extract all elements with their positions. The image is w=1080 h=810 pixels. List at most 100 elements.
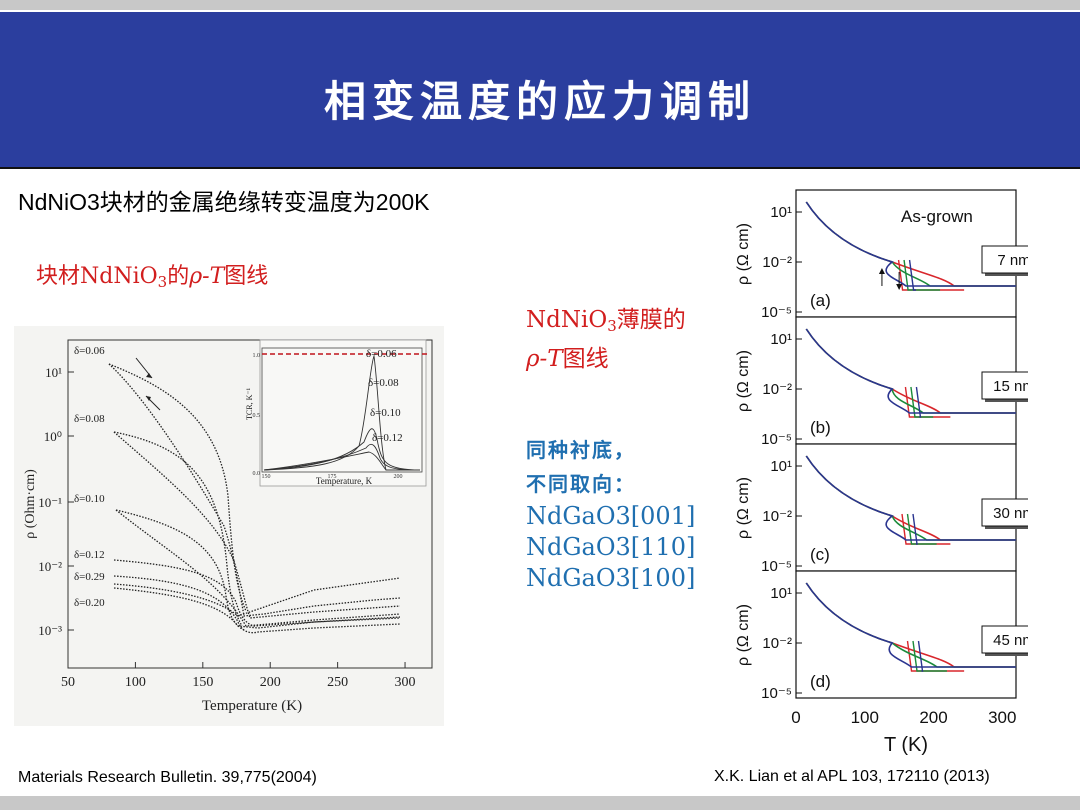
bulk-ytick-label: 10¹ bbox=[45, 365, 62, 380]
inset-ylabel: TCR, K⁻¹ bbox=[245, 387, 254, 420]
top-gray-strip bbox=[0, 0, 1080, 10]
film-rho-t-branch bbox=[906, 513, 937, 545]
bulk-rho-t-curve bbox=[113, 587, 401, 629]
film-ytick-label: 10⁻⁵ bbox=[761, 558, 792, 575]
bulk-series-label: δ=0.12 bbox=[74, 549, 105, 561]
film-ytick-label: 10⁻⁵ bbox=[761, 431, 792, 448]
film-panel-note: As-grown bbox=[901, 207, 973, 226]
bulk-xtick-label: 100 bbox=[125, 675, 146, 690]
inset-xlabel: Temperature, K bbox=[316, 476, 373, 486]
bulk-ytick-label: 10⁰ bbox=[44, 429, 62, 444]
bulk-xlabel: Temperature (K) bbox=[202, 698, 302, 714]
substrate-item-110: NdGaO3[110] bbox=[526, 533, 696, 561]
bulk-ytick-label: 10⁻³ bbox=[38, 623, 62, 638]
substrate-line1: 同种衬底， bbox=[526, 438, 636, 462]
film-ytick-label: 10⁻² bbox=[762, 254, 792, 271]
bulk-ytick-label: 10⁻² bbox=[38, 559, 62, 574]
thickness-label: 7 nm bbox=[997, 252, 1028, 269]
film-ylabel: ρ (Ω cm) bbox=[735, 223, 752, 285]
film-panel-tag: (a) bbox=[810, 291, 831, 310]
film-rho-t-curve bbox=[805, 582, 1016, 668]
film-xtick-label: 200 bbox=[919, 708, 947, 727]
substrate-line2: 不同取向： bbox=[526, 472, 636, 496]
thickness-label: 15 nm bbox=[993, 378, 1028, 395]
film-rho-t-curve bbox=[805, 201, 1016, 287]
film-rho-t-branch bbox=[904, 386, 951, 418]
bulk-label-rho-t: ρ-T bbox=[189, 264, 225, 289]
bottom-gray-strip bbox=[0, 796, 1080, 810]
bulk-rho-t-curve bbox=[113, 559, 401, 627]
film-rho-t-curve bbox=[805, 328, 1016, 414]
bulk-rho-t-curve bbox=[108, 363, 401, 617]
film-ytick-label: 10⁻² bbox=[762, 635, 792, 652]
substrate-note: 同种衬底， 不同取向： NdGaO3[001] NdGaO3[110] NdGa… bbox=[526, 433, 695, 594]
bulk-rho-t-curve bbox=[113, 431, 401, 619]
thickness-box bbox=[981, 625, 1028, 654]
bulk-ylabel: ρ (Ohm·cm) bbox=[23, 469, 38, 539]
film-rho-t-branch bbox=[915, 386, 922, 418]
bulk-series-label: δ=0.10 bbox=[74, 493, 105, 505]
film-label-rho-t: ρ-T bbox=[526, 346, 563, 372]
inset-series-label: δ=0.10 bbox=[370, 407, 401, 419]
inset-ytick-label: 0.0 bbox=[253, 471, 261, 477]
film-ylabel: ρ (Ω cm) bbox=[735, 350, 752, 412]
film-label-post2: 图线 bbox=[562, 346, 609, 372]
inset-tcr-curve bbox=[263, 354, 420, 471]
bulk-rho-t-curve bbox=[115, 509, 245, 631]
film-panel-tag: (d) bbox=[810, 672, 831, 691]
film-label-pre: NdNiO bbox=[526, 307, 608, 333]
film-ytick-label: 10⁻⁵ bbox=[761, 685, 792, 702]
thickness-label: 30 nm bbox=[993, 505, 1028, 522]
reference-right: X.K. Lian et al APL 103, 172110 (2013) bbox=[714, 768, 990, 785]
film-rho-t-chart: 10¹ 10⁻² 10⁻⁵ ρ (Ω cm) (a) As-grown 7 nm 10¹ 10⁻… bbox=[735, 189, 1028, 756]
film-rho-t-label: NdNiO3薄膜的 ρ-T图线 bbox=[526, 304, 686, 376]
film-rho-t-branch bbox=[912, 513, 918, 545]
film-label-post: 薄膜的 bbox=[616, 307, 686, 333]
bulk-xtick-label: 300 bbox=[395, 675, 416, 690]
bulk-xtick-label: 50 bbox=[61, 675, 75, 690]
film-xtick-label: 300 bbox=[988, 708, 1016, 727]
inset-series-label: δ=0.08 bbox=[368, 377, 399, 389]
bulk-series-label: δ=0.06 bbox=[74, 345, 105, 357]
film-rho-t-curve bbox=[805, 455, 1016, 541]
bulk-rho-t-chart: 50 100 150 200 250 300 10¹ 10⁰ 10⁻¹ 10⁻² 10⁻³ Tem… bbox=[14, 326, 444, 726]
film-ytick-label: 10¹ bbox=[770, 204, 792, 221]
bulk-rho-t-curve bbox=[113, 575, 401, 634]
film-ytick-label: 10⁻² bbox=[762, 381, 792, 398]
film-panel-tag: (b) bbox=[810, 418, 831, 437]
film-label-sub: 3 bbox=[607, 317, 617, 335]
thickness-box bbox=[981, 371, 1028, 400]
title-banner bbox=[0, 12, 1080, 169]
film-panel: 10¹ 10⁻² 10⁻⁵ ρ (Ω cm) (c) 30 nm bbox=[735, 443, 1028, 575]
bulk-xtick-label: 150 bbox=[192, 675, 213, 690]
substrate-item-100: NdGaO3[100] bbox=[526, 564, 696, 592]
inset-xtick-label: 175 bbox=[328, 474, 337, 480]
bulk-label-mid: 的 bbox=[167, 264, 190, 289]
film-panel-frame bbox=[795, 189, 1017, 318]
inset-tcr-curve bbox=[263, 428, 421, 471]
inset-ytick-label: 0.5 bbox=[253, 413, 261, 419]
film-ylabel: ρ (Ω cm) bbox=[735, 477, 752, 539]
inset-ytick-label: 1.0 bbox=[253, 353, 261, 359]
bulk-rho-t-curve bbox=[113, 577, 401, 617]
tcr-inset: 1.0 0.5 0.0 150 175 200 Temperature, K TCR, … bbox=[245, 339, 428, 487]
film-ytick-label: 10¹ bbox=[770, 585, 792, 602]
inset-tcr-curve bbox=[263, 444, 421, 471]
film-ytick-label: 10⁻⁵ bbox=[761, 304, 792, 321]
inset-series-label: δ=0.12 bbox=[372, 432, 403, 444]
film-rho-t-branch bbox=[908, 259, 916, 291]
inset-tcr-curve bbox=[263, 451, 420, 471]
bulk-xtick-label: 200 bbox=[260, 675, 281, 690]
thickness-label: 45 nm bbox=[993, 632, 1028, 649]
film-xtick-label: 100 bbox=[851, 708, 879, 727]
thickness-box bbox=[981, 245, 1028, 274]
bulk-label-sub: 3 bbox=[157, 273, 168, 291]
inset-xtick-label: 150 bbox=[262, 474, 271, 480]
thickness-box bbox=[981, 498, 1028, 527]
film-panel-frame bbox=[795, 443, 1017, 572]
film-rho-t-branch bbox=[912, 640, 947, 672]
bulk-rho-t-curve bbox=[113, 431, 243, 627]
film-ytick-label: 10¹ bbox=[770, 331, 792, 348]
film-xlabel: T (K) bbox=[884, 734, 928, 756]
bulk-xtick-label: 250 bbox=[327, 675, 348, 690]
